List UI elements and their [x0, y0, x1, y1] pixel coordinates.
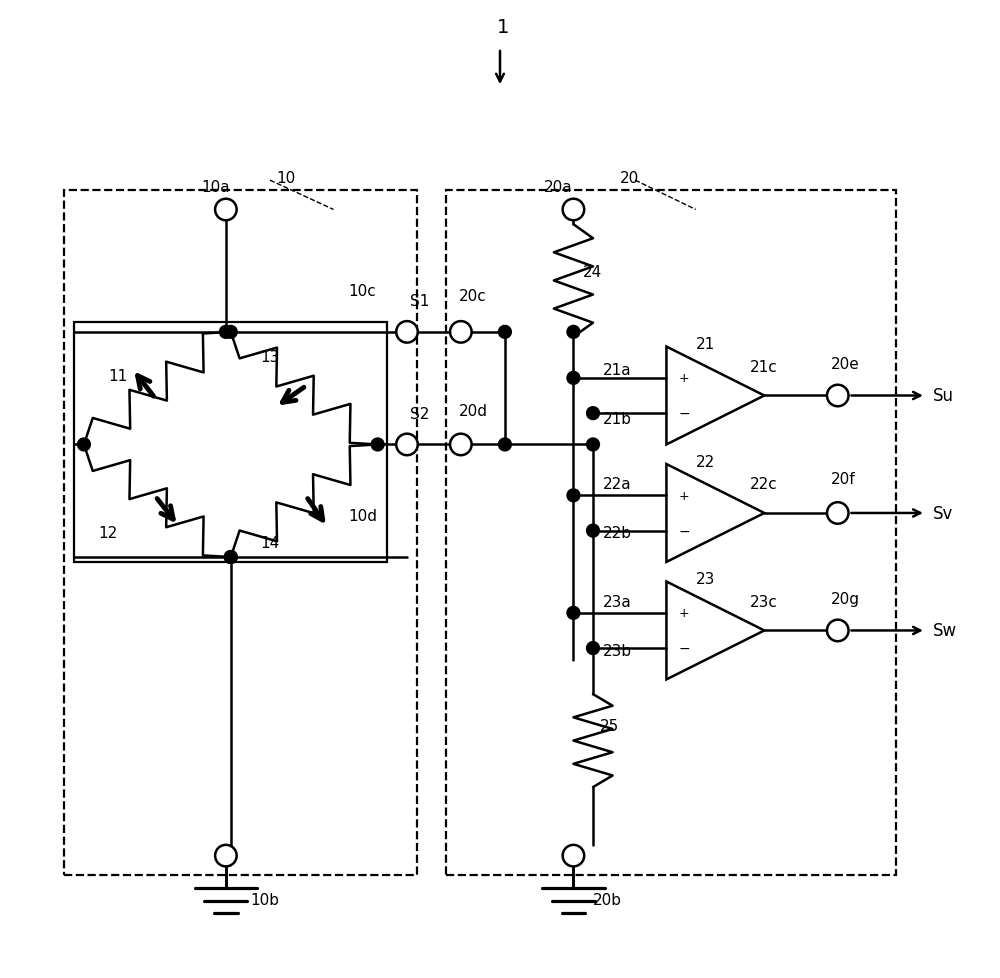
Text: +: + — [679, 372, 689, 385]
Text: 10b: 10b — [250, 892, 279, 908]
Circle shape — [563, 200, 584, 221]
Circle shape — [220, 327, 232, 338]
Bar — [74, 323, 387, 562]
Circle shape — [568, 490, 579, 502]
Text: Sw: Sw — [933, 622, 957, 640]
Text: 20a: 20a — [544, 180, 573, 196]
Circle shape — [396, 434, 418, 456]
Text: 13: 13 — [260, 349, 280, 365]
Text: Sv: Sv — [933, 505, 953, 522]
Circle shape — [225, 327, 237, 338]
Text: 20d: 20d — [459, 403, 488, 419]
Text: Su: Su — [933, 387, 954, 405]
Text: 23b: 23b — [603, 643, 632, 658]
Text: 11: 11 — [108, 369, 128, 384]
Text: +: + — [679, 489, 689, 503]
Circle shape — [827, 620, 849, 642]
Text: 21: 21 — [696, 336, 715, 352]
Text: 21c: 21c — [750, 359, 777, 375]
Circle shape — [827, 385, 849, 407]
Circle shape — [215, 200, 237, 221]
Circle shape — [568, 373, 579, 384]
Circle shape — [587, 643, 599, 654]
Text: 23: 23 — [696, 571, 715, 587]
Text: 22a: 22a — [603, 476, 631, 492]
Text: 10a: 10a — [201, 180, 230, 196]
Circle shape — [563, 845, 584, 867]
Circle shape — [225, 552, 237, 563]
Text: +: + — [679, 606, 689, 620]
Text: 1: 1 — [497, 18, 509, 37]
Circle shape — [587, 439, 599, 451]
Text: 20: 20 — [619, 170, 639, 186]
Text: 22c: 22c — [750, 476, 777, 492]
Text: 12: 12 — [99, 525, 118, 541]
Text: 20f: 20f — [831, 471, 856, 487]
Text: 22: 22 — [696, 454, 715, 469]
Text: 20b: 20b — [593, 892, 622, 908]
Text: −: − — [678, 524, 690, 538]
Circle shape — [450, 434, 472, 456]
Text: −: − — [678, 642, 690, 655]
Circle shape — [568, 327, 579, 338]
Text: 20g: 20g — [831, 591, 860, 606]
Circle shape — [372, 439, 383, 451]
Circle shape — [499, 327, 511, 338]
Text: S2: S2 — [410, 406, 429, 422]
Text: 10c: 10c — [348, 284, 376, 299]
Text: 25: 25 — [600, 718, 619, 734]
Circle shape — [396, 322, 418, 343]
Text: 10: 10 — [277, 170, 296, 186]
Text: S1: S1 — [410, 293, 429, 309]
Text: 20c: 20c — [459, 289, 487, 304]
Bar — [64, 191, 417, 875]
Circle shape — [587, 525, 599, 537]
Circle shape — [225, 552, 237, 563]
Text: 24: 24 — [583, 264, 602, 280]
Circle shape — [215, 845, 237, 867]
Circle shape — [587, 408, 599, 420]
Text: 21b: 21b — [603, 411, 632, 426]
Text: 20e: 20e — [831, 356, 860, 372]
Circle shape — [499, 439, 511, 451]
Text: 22b: 22b — [603, 525, 632, 541]
Text: 23c: 23c — [750, 594, 778, 609]
Text: 14: 14 — [260, 535, 279, 551]
Text: 21a: 21a — [603, 362, 631, 378]
Circle shape — [78, 439, 90, 451]
Text: −: − — [678, 407, 690, 421]
Bar — [446, 191, 896, 875]
Circle shape — [568, 607, 579, 619]
Circle shape — [450, 322, 472, 343]
Text: 10d: 10d — [348, 509, 377, 524]
Circle shape — [827, 503, 849, 524]
Text: 23a: 23a — [603, 594, 632, 609]
